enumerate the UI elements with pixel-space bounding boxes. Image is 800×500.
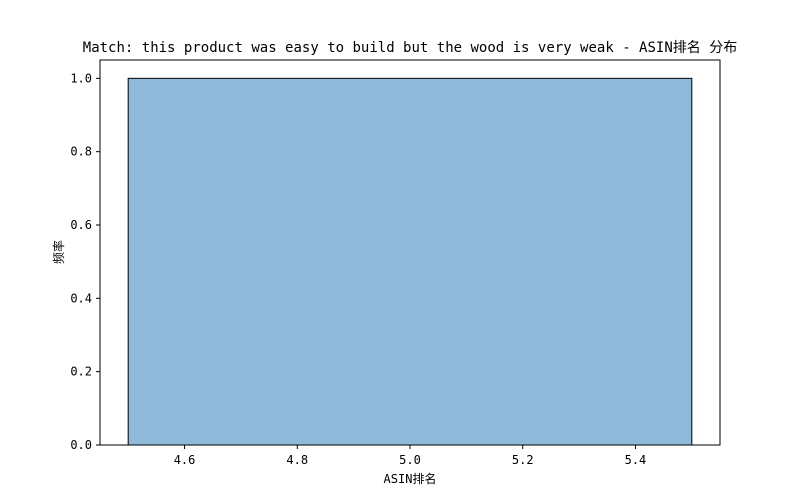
chart-title: Match: this product was easy to build bu… (83, 40, 737, 56)
x-tick-label-2: 5.0 (399, 453, 421, 467)
plot-area (127, 77, 693, 446)
x-tick-label-3: 5.2 (512, 453, 534, 467)
y-tick-label-3: 0.6 (70, 218, 92, 232)
x-tick-label-1: 4.8 (286, 453, 308, 467)
y-tick-label-1: 0.2 (70, 365, 92, 379)
y-axis-label: 频率 (51, 240, 66, 264)
x-axis: 4.6 4.8 5.0 5.2 5.4 (174, 445, 647, 467)
x-tick-label-4: 5.4 (625, 453, 647, 467)
x-axis-label: ASIN排名 (384, 471, 437, 486)
plot-frame (99, 59, 721, 446)
y-tick-label-4: 0.8 (70, 145, 92, 159)
y-tick-label-0: 0.0 (70, 438, 92, 452)
y-tick-label-5: 1.0 (70, 71, 92, 85)
y-tick-label-2: 0.4 (70, 291, 92, 305)
x-tick-label-0: 4.6 (174, 453, 196, 467)
y-axis: 0.0 0.2 0.4 0.6 0.8 1.0 (70, 71, 100, 452)
histogram-bar-0 (127, 77, 693, 446)
